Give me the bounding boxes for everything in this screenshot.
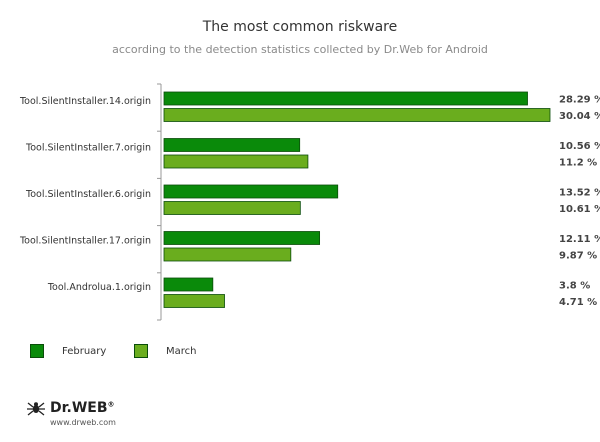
legend-label-march: March xyxy=(166,345,197,357)
bar-february xyxy=(163,138,301,152)
bar-february xyxy=(163,91,528,106)
category-label: Tool.Androlua.1.origin xyxy=(47,282,151,293)
legend-swatch-march xyxy=(134,344,148,358)
bar-march xyxy=(163,108,551,122)
category-label: Tool.SilentInstaller.7.origin xyxy=(25,143,151,154)
legend-swatch-february xyxy=(30,344,44,358)
chart-title: The most common riskware xyxy=(202,19,398,35)
bar-february xyxy=(163,184,339,199)
bar-march xyxy=(163,154,309,169)
value-label-march: 30.04 % xyxy=(559,111,600,122)
chart-subtitle: according to the detection statistics co… xyxy=(112,43,488,56)
spider-icon xyxy=(27,402,45,416)
legend-item-february: February xyxy=(30,344,106,358)
value-label-march: 10.61 % xyxy=(559,204,600,215)
logo-url: www.drweb.com xyxy=(50,418,116,427)
value-label-february: 12.11 % xyxy=(559,234,600,245)
drweb-logo: Dr.WEB® xyxy=(26,400,115,416)
bar-march xyxy=(163,247,292,262)
bar-march xyxy=(163,201,301,215)
bar-march xyxy=(163,294,225,308)
legend-item-march: March xyxy=(134,344,196,358)
value-label-february: 13.52 % xyxy=(559,188,600,199)
value-label-february: 10.56 % xyxy=(559,141,600,152)
value-label-march: 11.2 % xyxy=(559,158,597,169)
bar-february xyxy=(163,231,321,245)
category-label: Tool.SilentInstaller.17.origin xyxy=(19,236,151,247)
category-label: Tool.SilentInstaller.14.origin xyxy=(19,96,151,107)
value-label-february: 28.29 % xyxy=(559,95,600,106)
bar-february xyxy=(163,277,214,292)
value-label-february: 3.8 % xyxy=(559,281,590,292)
bar-chart: Tool.SilentInstaller.14.origin 28.29 % 30.… xyxy=(19,83,600,321)
logo-brand: Dr.WEB® xyxy=(50,400,115,416)
value-label-march: 4.71 % xyxy=(559,297,597,308)
category-label: Tool.SilentInstaller.6.origin xyxy=(25,189,151,200)
legend-label-february: February xyxy=(62,345,107,357)
value-label-march: 9.87 % xyxy=(559,251,597,262)
